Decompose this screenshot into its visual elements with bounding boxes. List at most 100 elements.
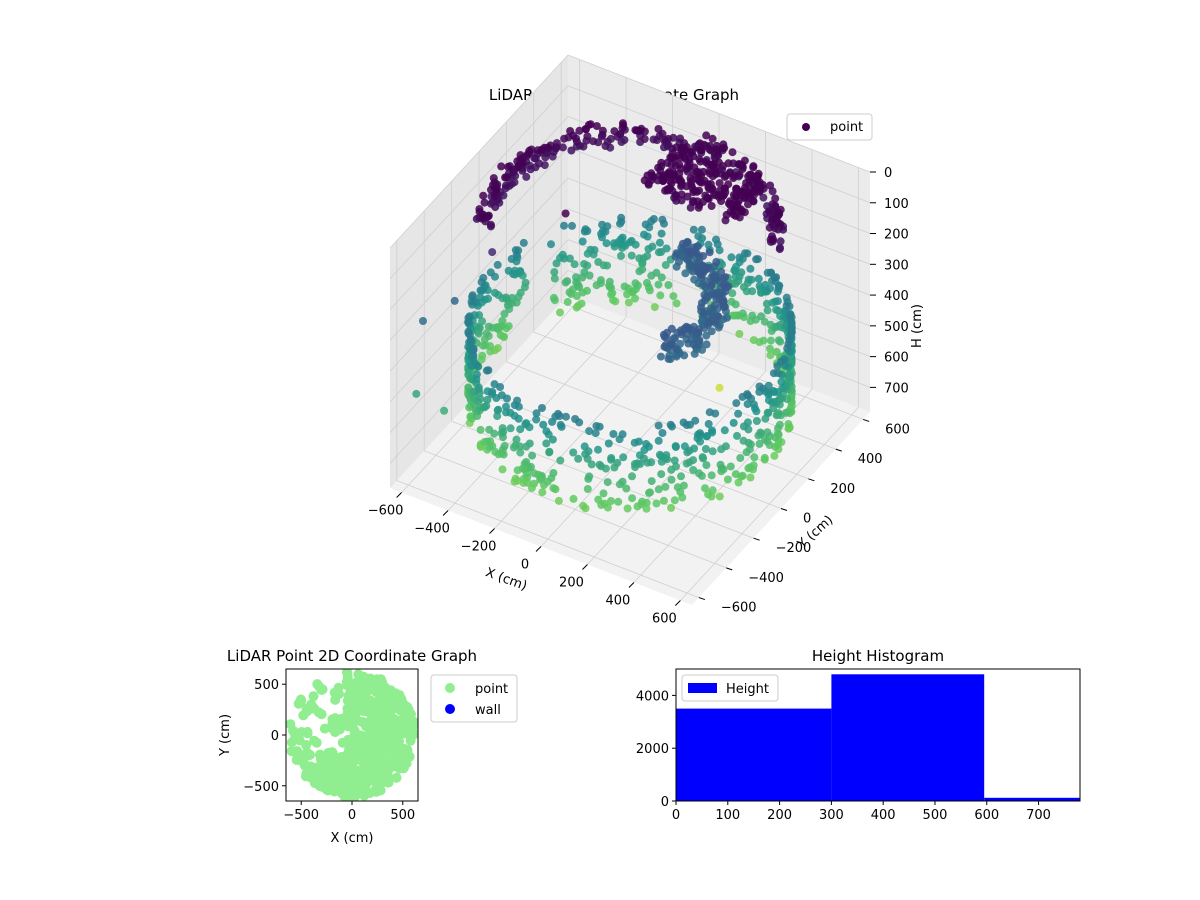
data-point-2d <box>377 677 388 688</box>
data-point-3d <box>610 127 619 136</box>
tick-label-x: 400 <box>606 594 631 609</box>
grid-y-floor <box>478 391 782 509</box>
data-point-3d <box>690 349 699 358</box>
tick-label-hist-x: 200 <box>767 808 792 823</box>
data-point-3d <box>479 191 488 200</box>
data-point-2d <box>385 709 396 720</box>
data-point-3d <box>773 297 782 306</box>
data-point-3d <box>532 409 541 418</box>
data-point-2d <box>346 734 357 745</box>
data-point-3d <box>477 278 486 287</box>
chart-3d-points <box>412 119 796 513</box>
data-point-3d <box>721 273 730 282</box>
data-point-3d <box>705 185 714 194</box>
data-point-3d <box>640 446 649 454</box>
data-point-3d <box>738 392 747 401</box>
data-point-3d <box>440 406 449 415</box>
data-point-3d <box>487 185 495 194</box>
data-point-3d <box>672 196 681 205</box>
data-point-3d <box>484 366 493 375</box>
data-point-3d <box>633 502 642 511</box>
data-point-2d <box>391 772 402 783</box>
data-point-3d <box>715 492 724 501</box>
data-point-3d <box>570 260 579 269</box>
data-point-3d <box>580 227 589 236</box>
data-point-3d <box>707 471 716 480</box>
data-point-3d <box>658 429 667 437</box>
data-point-3d <box>635 267 644 276</box>
data-point-3d <box>504 266 513 275</box>
data-point-2d <box>313 769 324 780</box>
data-point-3d <box>702 432 711 441</box>
data-point-3d <box>733 431 741 440</box>
data-point-3d <box>701 191 710 200</box>
data-point-2d <box>360 706 371 717</box>
data-point-3d <box>774 225 783 234</box>
data-point-3d <box>556 456 565 465</box>
data-point-3d <box>532 415 541 424</box>
data-point-3d <box>721 171 730 180</box>
grid-z-left <box>389 54 569 249</box>
data-point-3d <box>709 159 718 168</box>
data-point-3d <box>550 268 559 277</box>
data-point-3d <box>657 162 666 171</box>
data-point-3d <box>766 344 774 353</box>
tick-label-hist-x: 700 <box>1026 808 1051 823</box>
data-point-3d <box>654 280 663 289</box>
chart-3d-scatter: LiDAR Point 3D Coordinate Graph −600−400… <box>368 54 925 627</box>
data-point-3d <box>670 496 679 505</box>
tick-label-2d-x: 0 <box>348 808 356 823</box>
data-point-3d <box>541 153 550 162</box>
data-point-3d <box>666 420 675 429</box>
data-point-3d <box>766 284 775 293</box>
tick-label-x: 200 <box>559 576 584 591</box>
data-point-3d <box>759 336 768 345</box>
data-point-3d <box>609 239 618 248</box>
tick-mark-y <box>698 597 706 601</box>
data-point-3d <box>599 489 608 498</box>
data-point-3d <box>560 134 569 143</box>
data-point-3d <box>766 351 775 360</box>
histogram-legend: Height <box>681 674 779 702</box>
tick-label-z: 400 <box>884 289 909 304</box>
data-point-2d <box>343 791 354 801</box>
data-point-2d <box>353 669 364 680</box>
data-point-3d <box>506 424 515 433</box>
data-point-2d <box>375 785 386 796</box>
data-point-3d <box>618 124 627 133</box>
data-point-3d <box>516 425 525 434</box>
data-point-3d <box>476 425 485 434</box>
data-point-3d <box>690 163 699 172</box>
data-point-3d <box>642 440 651 448</box>
data-point-3d <box>754 274 763 283</box>
grid-z-left <box>389 147 569 341</box>
data-point-3d <box>548 417 557 426</box>
data-point-3d <box>682 165 691 174</box>
data-point-3d <box>684 323 693 332</box>
tick-label-x: −600 <box>368 504 404 519</box>
grid-y-floor <box>424 450 727 569</box>
data-point-3d <box>750 453 759 462</box>
data-point-3d <box>617 251 625 260</box>
data-point-3d <box>514 162 523 170</box>
data-point-3d <box>467 297 476 306</box>
data-point-3d <box>664 281 673 289</box>
data-point-3d <box>489 174 498 183</box>
data-point-2d <box>343 780 354 791</box>
chart-2d-legend-label-wall: wall <box>475 703 501 718</box>
data-point-3d <box>587 460 596 469</box>
data-point-3d <box>583 485 592 493</box>
data-point-3d <box>747 173 756 182</box>
tick-label-hist-y: 2000 <box>636 742 669 757</box>
data-point-3d <box>605 281 614 290</box>
data-point-3d <box>746 264 755 273</box>
data-point-3d <box>775 245 784 254</box>
data-point-3d <box>657 273 666 282</box>
data-point-3d <box>701 484 709 493</box>
data-point-3d <box>483 395 492 404</box>
tick-mark-x <box>675 600 681 606</box>
data-point-3d <box>784 420 793 428</box>
data-point-3d <box>708 426 716 435</box>
data-point-3d <box>704 490 713 499</box>
